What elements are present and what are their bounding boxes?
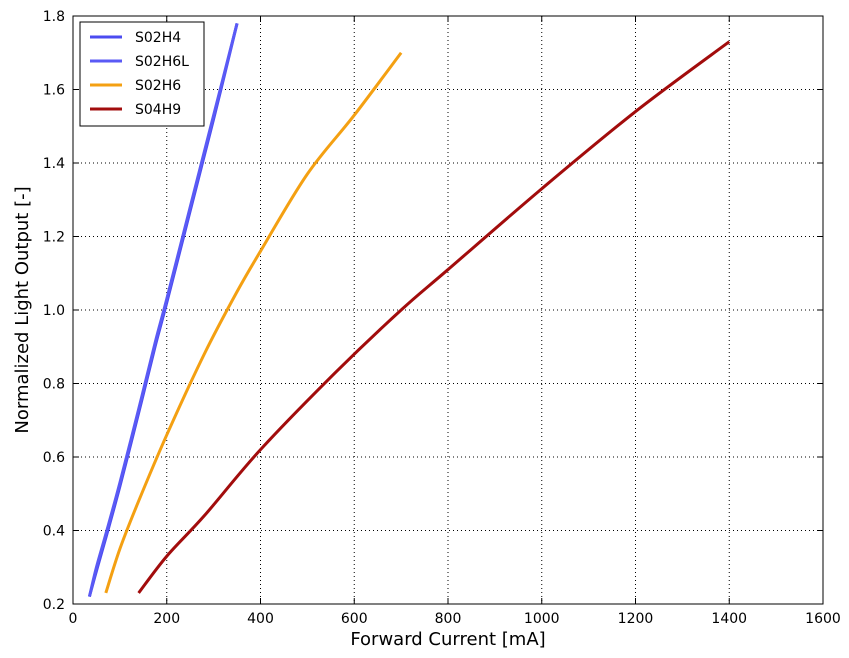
x-tick-label: 200 bbox=[153, 611, 180, 627]
y-axis-label: Normalized Light Output [-] bbox=[12, 186, 33, 433]
y-tick-label: 1.4 bbox=[43, 156, 65, 172]
y-axis-ticks: 0.2 0.4 0.6 0.8 1.0 1.2 1.4 1.6 1.8 bbox=[43, 9, 823, 613]
legend-label: S04H9 bbox=[135, 102, 181, 118]
y-tick-label: 0.4 bbox=[43, 524, 65, 540]
y-tick-label: 0.8 bbox=[43, 377, 65, 393]
series-line-s02h6 bbox=[104, 51, 403, 594]
y-tick-label: 1.6 bbox=[43, 83, 65, 99]
grid-lines bbox=[73, 16, 823, 604]
x-axis-ticks: 0 200 400 600 800 1000 1200 1400 1600 bbox=[69, 16, 841, 627]
y-tick-label: 0.2 bbox=[43, 597, 65, 613]
x-tick-label: 400 bbox=[247, 611, 274, 627]
x-tick-label: 1600 bbox=[805, 611, 841, 627]
series-lines bbox=[87, 22, 731, 598]
legend-label: S02H6L bbox=[135, 54, 189, 70]
x-tick-label: 0 bbox=[69, 611, 78, 627]
y-tick-label: 0.6 bbox=[43, 450, 65, 466]
y-tick-label: 1.0 bbox=[43, 303, 65, 319]
y-tick-label: 1.2 bbox=[43, 230, 65, 246]
x-tick-label: 600 bbox=[341, 611, 368, 627]
legend: S02H4 S02H6L S02H6 S04H9 bbox=[79, 21, 205, 127]
x-tick-label: 1400 bbox=[711, 611, 747, 627]
x-tick-label: 800 bbox=[435, 611, 462, 627]
y-tick-label: 1.8 bbox=[43, 9, 65, 25]
series-line-s02h6l bbox=[87, 22, 239, 597]
x-axis-label: Forward Current [mA] bbox=[350, 629, 545, 650]
legend-label: S02H4 bbox=[135, 30, 181, 46]
x-tick-label: 1000 bbox=[524, 611, 560, 627]
series-line-s04h9 bbox=[137, 40, 731, 594]
legend-label: S02H6 bbox=[135, 78, 181, 94]
x-tick-label: 1200 bbox=[618, 611, 654, 627]
